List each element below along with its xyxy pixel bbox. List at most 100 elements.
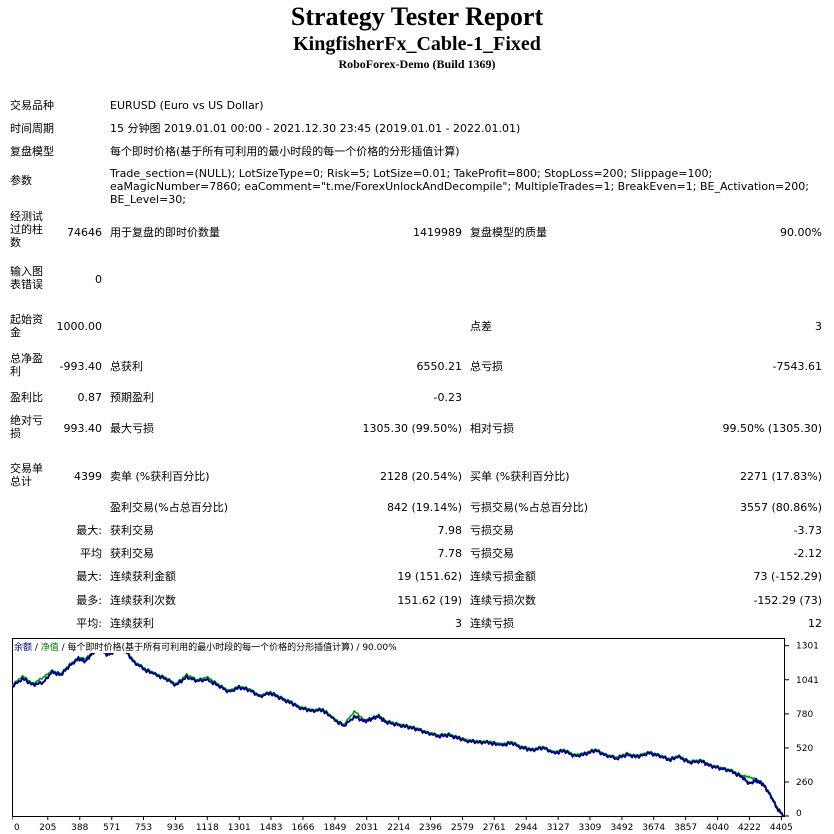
x-tick-label: 3674 bbox=[642, 823, 665, 833]
x-tick-label: 1483 bbox=[260, 823, 283, 833]
balance-chart-svg: 0 205 388 571 753 936 1118 1301 1483 1666 1849 2031… bbox=[12, 638, 819, 833]
max-drawdown-label: 最大亏损 bbox=[110, 422, 154, 435]
spread-value: 3 bbox=[815, 320, 822, 333]
x-tick-label: 2396 bbox=[419, 823, 442, 833]
loss-trades-label: 亏损交易(%占总百分比) bbox=[470, 501, 589, 514]
x-tick-label: 4222 bbox=[738, 823, 761, 833]
average-loss-value: -2.12 bbox=[793, 547, 822, 560]
long-positions-label: 买单 (%获利百分比) bbox=[470, 470, 570, 483]
chart-caption-rest: / 每个即时价格(基于所有可利用的最小时段的每一个价格的分形插值计算) / 90… bbox=[58, 643, 397, 653]
symbol-value: EURUSD (Euro vs US Dollar) bbox=[110, 99, 264, 112]
profit-trades-value: 842 (19.14%) bbox=[386, 501, 462, 514]
x-tick-label: 571 bbox=[103, 823, 120, 833]
quality-value: 90.00% bbox=[780, 226, 822, 239]
loss-trades-value: 3557 (80.86%) bbox=[739, 501, 822, 514]
short-positions-label: 卖单 (%获利百分比) bbox=[110, 470, 210, 483]
ticks-label: 用于复盘的即时价数量 bbox=[110, 226, 220, 239]
x-tick-label: 4405 bbox=[770, 823, 793, 833]
short-positions-value: 2128 (20.54%) bbox=[379, 470, 462, 483]
chart-y-axis: 0 260 520 780 1041 1301 bbox=[784, 642, 819, 819]
largest-prefix: 最大: bbox=[76, 524, 102, 537]
profit-trades-label: 盈利交易(%占总百分比) bbox=[110, 501, 229, 514]
max-consecutive-prefix: 最大: bbox=[76, 570, 102, 583]
x-tick-label: 1849 bbox=[323, 823, 346, 833]
gross-profit-label: 总获利 bbox=[110, 360, 143, 373]
expected-payoff-value: -0.23 bbox=[433, 391, 462, 404]
y-tick-label: 1301 bbox=[796, 642, 819, 652]
balance-line bbox=[12, 646, 784, 817]
expert-name: KingfisherFx_Cable-1_Fixed bbox=[293, 33, 541, 55]
x-tick-label: 3127 bbox=[547, 823, 570, 833]
x-tick-label: 2761 bbox=[483, 823, 506, 833]
gross-loss-label: 总亏损 bbox=[470, 360, 503, 373]
average-profit-label: 获利交易 bbox=[110, 547, 154, 560]
y-tick-label: 780 bbox=[796, 710, 813, 720]
x-tick-label: 2214 bbox=[387, 823, 410, 833]
report-title: Strategy Tester Report bbox=[290, 2, 544, 31]
gross-profit-value: 6550.21 bbox=[416, 360, 463, 373]
x-tick-label: 3492 bbox=[610, 823, 633, 833]
period-value: 15 分钟图 2019.01.01 00:00 - 2021.12.30 23:… bbox=[110, 122, 521, 135]
x-tick-label: 936 bbox=[167, 823, 184, 833]
average-consecutive-wins-value: 3 bbox=[455, 617, 462, 630]
gross-loss-value: -7543.61 bbox=[772, 360, 822, 373]
y-tick-label: 1041 bbox=[796, 676, 819, 686]
average-consecutive-prefix: 平均: bbox=[76, 617, 102, 630]
x-tick-label: 205 bbox=[39, 823, 56, 833]
x-tick-label: 0 bbox=[14, 823, 20, 833]
rel-drawdown-label: 相对亏损 bbox=[470, 422, 514, 435]
x-tick-label: 4040 bbox=[706, 823, 729, 833]
x-tick-label: 1301 bbox=[228, 823, 251, 833]
bars-label: 经测试过的柱数 bbox=[10, 210, 43, 249]
bars-value: 74646 bbox=[67, 226, 102, 239]
x-tick-label: 2031 bbox=[355, 823, 378, 833]
maximal-consecutive-loss-label: 连续亏损次数 bbox=[470, 594, 536, 607]
x-tick-label: 3857 bbox=[674, 823, 697, 833]
x-tick-label: 1118 bbox=[196, 823, 219, 833]
chart-plot-frame bbox=[12, 638, 785, 817]
average-consecutive-wins-label: 连续获利 bbox=[110, 617, 154, 630]
x-tick-label: 2579 bbox=[451, 823, 474, 833]
y-tick-label: 520 bbox=[796, 744, 813, 754]
rel-drawdown-value: 99.50% (1305.30) bbox=[722, 422, 822, 435]
balance-chart: 0 205 388 571 753 936 1118 1301 1483 1666 1849 2031… bbox=[12, 638, 824, 834]
spread-label: 点差 bbox=[470, 320, 492, 333]
ticks-value: 1419989 bbox=[413, 226, 462, 239]
total-trades-value: 4399 bbox=[74, 470, 102, 483]
server-build: RoboForex-Demo (Build 1369) bbox=[338, 57, 496, 71]
x-tick-label: 753 bbox=[135, 823, 152, 833]
maximal-consecutive-profit-label: 连续获利次数 bbox=[110, 594, 176, 607]
largest-loss-label: 亏损交易 bbox=[470, 524, 514, 537]
expected-payoff-label: 预期盈利 bbox=[110, 391, 154, 404]
average-profit-value: 7.78 bbox=[437, 547, 463, 560]
params-label: 参数 bbox=[10, 174, 32, 187]
x-tick-label: 1666 bbox=[292, 823, 315, 833]
maximal-consecutive-prefix: 最多: bbox=[76, 594, 102, 607]
mismatch-value: 0 bbox=[95, 273, 102, 286]
chart-caption: 余额 / 净值 / 每个即时价格(基于所有可利用的最小时段的每一个价格的分形插值… bbox=[14, 640, 399, 653]
x-tick-label: 2944 bbox=[515, 823, 538, 833]
symbol-label: 交易品种 bbox=[10, 99, 54, 112]
mismatch-label: 输入图表错误 bbox=[10, 265, 43, 291]
deposit-value: 1000.00 bbox=[56, 320, 103, 333]
max-consecutive-wins-label: 连续获利金额 bbox=[110, 570, 176, 583]
abs-drawdown-label: 绝对亏损 bbox=[10, 414, 43, 440]
model-label: 复盘模型 bbox=[10, 145, 54, 158]
profit-factor-value: 0.87 bbox=[77, 391, 103, 404]
chart-caption-balance: 余额 bbox=[14, 643, 33, 653]
x-tick-label: 388 bbox=[71, 823, 88, 833]
average-consecutive-losses-value: 12 bbox=[808, 617, 822, 630]
chart-caption-equity: 净值 bbox=[40, 643, 59, 653]
net-profit-value: -993.40 bbox=[59, 360, 102, 373]
y-tick-label: 260 bbox=[796, 778, 813, 788]
quality-label: 复盘模型的质量 bbox=[470, 226, 547, 239]
largest-loss-value: -3.73 bbox=[793, 524, 822, 537]
max-consecutive-losses-value: 73 (-152.29) bbox=[753, 570, 822, 583]
long-positions-value: 2271 (17.83%) bbox=[739, 470, 822, 483]
max-drawdown-value: 1305.30 (99.50%) bbox=[362, 422, 462, 435]
maximal-consecutive-profit-value: 151.62 (19) bbox=[397, 594, 462, 607]
average-prefix: 平均 bbox=[80, 547, 102, 560]
max-consecutive-losses-label: 连续亏损金额 bbox=[470, 570, 536, 583]
chart-x-axis: 0 205 388 571 753 936 1118 1301 1483 1666 1849 2031… bbox=[12, 816, 793, 833]
maximal-consecutive-loss-value: -152.29 (73) bbox=[753, 594, 822, 607]
